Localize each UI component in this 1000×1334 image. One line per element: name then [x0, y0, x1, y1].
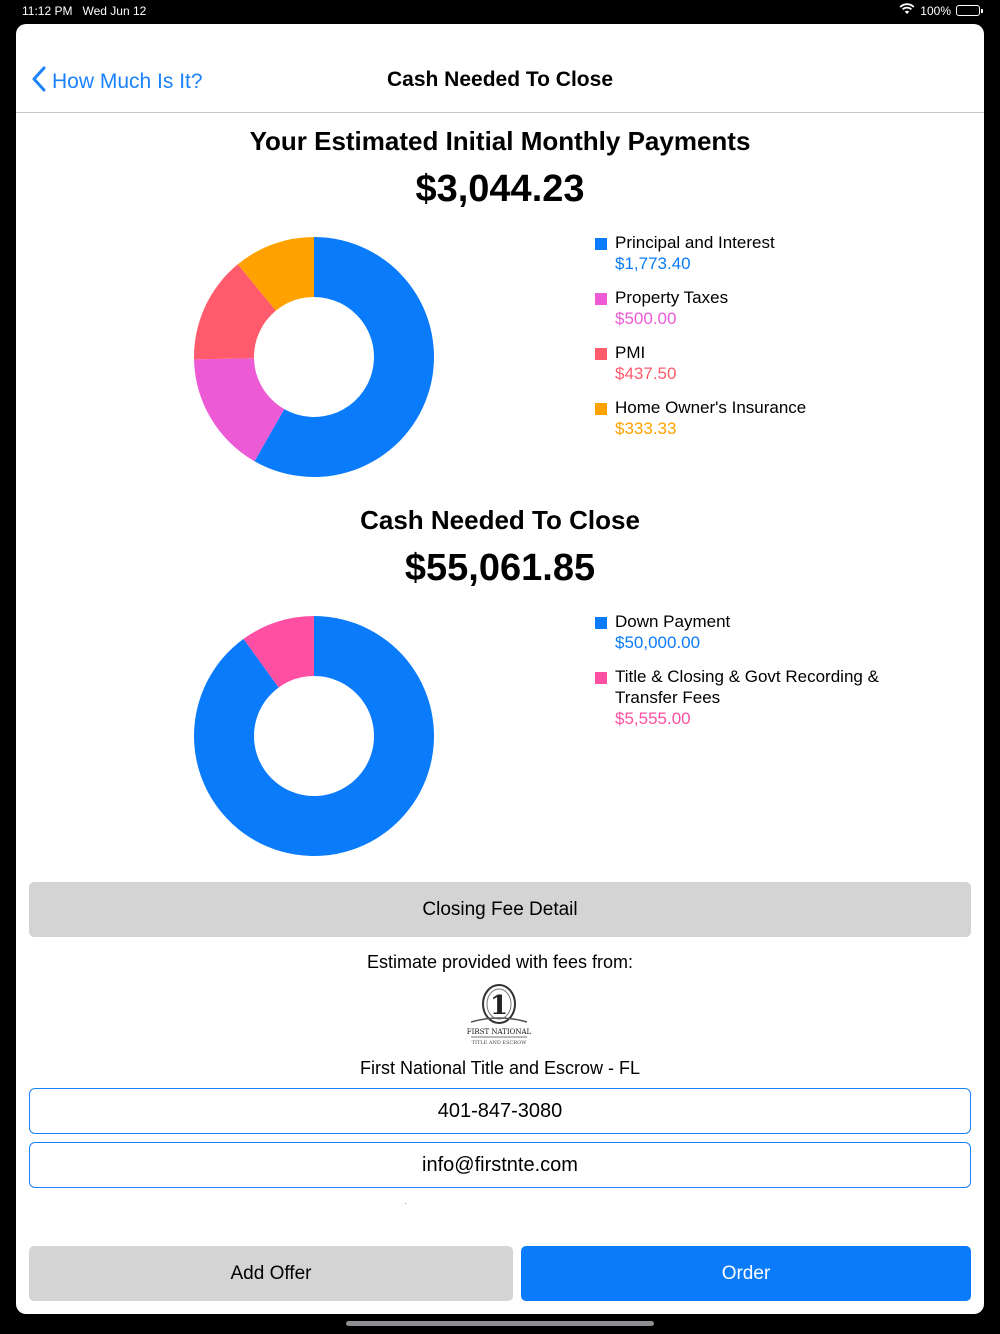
donut-slice-home-owner-s-insurance — [237, 237, 314, 311]
monthly-payments-title: Your Estimated Initial Monthly Payments — [249, 126, 751, 156]
legend-label: Home Owner's Insurance — [615, 398, 807, 417]
cash-to-close-title: Cash Needed To Close — [360, 505, 640, 535]
legend-item: PMI $437.50 — [595, 342, 935, 384]
svg-text:1: 1 — [490, 991, 508, 1021]
legend-value: $437.50 — [615, 364, 677, 383]
back-button[interactable]: How Much Is It? — [32, 66, 203, 98]
donut-slice-property-taxes — [194, 358, 285, 462]
monthly-payments-legend: Principal and Interest $1,773.40 Property … — [595, 232, 935, 452]
battery-percent: 100% — [920, 3, 951, 18]
legend-value: $5,555.00 — [615, 709, 691, 728]
svg-text:FIRST NATIONAL: FIRST NATIONAL — [467, 1028, 532, 1036]
cash-to-close-donut-chart — [194, 616, 434, 856]
legend-swatch — [595, 617, 607, 629]
legend-item: Principal and Interest $1,773.40 — [595, 232, 935, 274]
back-button-label: How Much Is It? — [52, 70, 203, 93]
legend-swatch — [595, 293, 607, 305]
nav-title: Cash Needed To Close — [387, 68, 613, 91]
legend-value: $500.00 — [615, 309, 677, 328]
chevron-left-icon — [32, 66, 46, 98]
legend-item: Down Payment $50,000.00 — [595, 611, 935, 653]
legend-swatch — [595, 238, 607, 250]
svg-text:TITLE AND ESCROW: TITLE AND ESCROW — [472, 1040, 528, 1046]
monthly-payments-donut-chart — [194, 237, 434, 477]
estimate-provider-intro: Estimate provided with fees from: — [366, 952, 634, 972]
legend-swatch — [595, 348, 607, 360]
status-time: 11:12 PM — [22, 4, 73, 18]
modal-sheet: How Much Is It? Cash Needed To Close You… — [16, 24, 984, 1314]
legend-item: Home Owner's Insurance $333.33 — [595, 397, 935, 439]
legend-value: $50,000.00 — [615, 633, 701, 652]
legend-value: $333.33 — [615, 419, 677, 438]
legend-label: Title & Closing & Govt Recording & Trans… — [615, 667, 879, 707]
legend-label: Property Taxes — [615, 288, 729, 307]
battery-icon — [956, 5, 983, 16]
phone-button[interactable]: 401-847-3080 — [29, 1088, 971, 1134]
closing-fee-detail-button[interactable]: Closing Fee Detail — [29, 882, 971, 937]
legend-label: Principal and Interest — [615, 233, 775, 252]
monthly-payments-total: $3,044.23 — [415, 168, 585, 210]
legend-label: Down Payment — [615, 612, 731, 631]
order-button[interactable]: Order — [521, 1246, 971, 1301]
donut-slice-pmi — [194, 264, 276, 360]
legend-item: Title & Closing & Govt Recording & Trans… — [595, 666, 935, 729]
cash-to-close-legend: Down Payment $50,000.00 Title & Closing & … — [595, 611, 935, 742]
company-name: First National Title and Escrow - FL — [359, 1058, 641, 1078]
add-offer-button[interactable]: Add Offer — [29, 1246, 513, 1301]
company-logo: 1 FIRST NATIONAL TITLE AND ESCROW — [461, 980, 537, 1048]
navigation-bar: How Much Is It? Cash Needed To Close — [16, 24, 984, 113]
cash-to-close-total: $55,061.85 — [404, 547, 596, 589]
legend-swatch — [595, 403, 607, 415]
legend-swatch — [595, 672, 607, 684]
donut-slice-principal-and-interest — [254, 237, 434, 477]
legend-item: Property Taxes $500.00 — [595, 287, 935, 329]
email-button[interactable]: info@firstnte.com — [29, 1142, 971, 1188]
status-bar: 11:12 PM Wed Jun 12 100% — [0, 0, 1000, 22]
legend-value: $1,773.40 — [615, 254, 691, 273]
home-indicator — [346, 1321, 654, 1326]
legend-label: PMI — [615, 343, 646, 362]
donut-slice-down-payment — [194, 616, 434, 856]
donut-slice-title-closing-govt-recording-transfer-fees — [243, 616, 314, 688]
wifi-icon — [899, 3, 915, 18]
divider-dot — [405, 1203, 406, 1204]
status-date: Wed Jun 12 — [82, 4, 147, 18]
